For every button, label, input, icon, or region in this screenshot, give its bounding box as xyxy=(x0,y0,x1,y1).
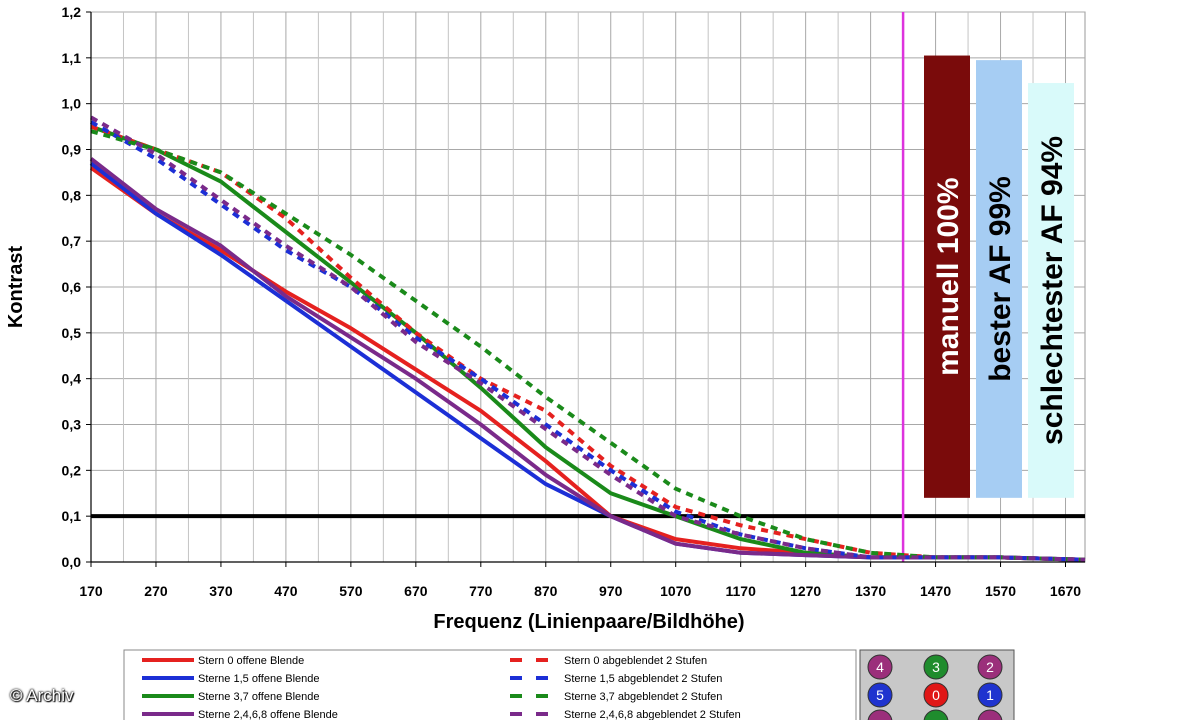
star-marker xyxy=(923,682,949,708)
y-tick-label: 0,3 xyxy=(62,417,82,433)
x-tick-label: 1670 xyxy=(1050,583,1081,599)
af-bar xyxy=(976,60,1022,498)
star-marker xyxy=(867,654,893,680)
x-tick-label: 570 xyxy=(339,583,363,599)
star-marker xyxy=(923,654,949,680)
af-bars: manuell 100% bester AF 99% schlechtester A… xyxy=(924,55,1074,498)
legend-entry: Sterne 2,4,6,8 abgeblendet 2 Stufen xyxy=(564,709,741,720)
legend-entry: Sterne 1,5 offene Blende xyxy=(198,673,320,685)
y-tick-label: 0,1 xyxy=(62,508,82,524)
legend-entry: Sterne 1,5 abgeblendet 2 Stufen xyxy=(564,673,722,685)
star-marker xyxy=(867,682,893,708)
x-tick-label: 770 xyxy=(469,583,493,599)
y-tick-label: 0,5 xyxy=(62,325,82,341)
legend-entry: Stern 0 abgeblendet 2 Stufen xyxy=(564,655,707,667)
x-tick-label: 1170 xyxy=(725,583,756,599)
af-bar-label: schlechtester AF 94% xyxy=(1036,136,1069,445)
star-marker xyxy=(977,709,1003,720)
legend-entry: Stern 0 offene Blende xyxy=(198,655,304,667)
star-marker-label: 0 xyxy=(932,687,940,703)
y-tick-label: 0,4 xyxy=(62,371,82,387)
star-marker-label: 3 xyxy=(932,659,940,675)
x-tick-label: 470 xyxy=(274,583,298,599)
x-tick-label: 1370 xyxy=(855,583,886,599)
x-tick-label: 1070 xyxy=(660,583,691,599)
star-marker xyxy=(867,709,893,720)
grid xyxy=(90,11,1086,563)
star-marker xyxy=(923,709,949,720)
star-marker xyxy=(977,682,1003,708)
x-tick-label: 670 xyxy=(404,583,428,599)
af-bar-label: bester AF 99% xyxy=(984,176,1017,382)
star-marker-label: 1 xyxy=(986,687,994,703)
x-axis-label: Frequenz (Linienpaare/Bildhöhe) xyxy=(433,611,744,633)
x-tick-label: 1270 xyxy=(790,583,821,599)
series-line xyxy=(90,129,1086,562)
x-tick-label: 970 xyxy=(599,583,623,599)
y-tick-label: 0,2 xyxy=(62,462,82,478)
series-line xyxy=(90,115,1086,562)
y-tick-label: 0,6 xyxy=(62,279,82,295)
tick-labels: 0,0 0,1 0,2 0,3 0,4 0,5 0,6 0,7 0,8 0,9 1,0 1,1 1,2 1… xyxy=(62,4,1082,599)
x-tick-label: 370 xyxy=(209,583,233,599)
y-tick-label: 0,0 xyxy=(62,554,82,570)
af-bar xyxy=(1028,83,1074,498)
axes xyxy=(86,11,1085,567)
legend: Stern 0 offene Blende Sterne 1,5 offene B… xyxy=(123,649,857,720)
x-tick-label: 1470 xyxy=(920,583,951,599)
legend-entry: Sterne 3,7 abgeblendet 2 Stufen xyxy=(564,691,722,703)
series-lines xyxy=(89,115,1086,562)
af-bar xyxy=(924,55,970,498)
y-tick-label: 0,9 xyxy=(62,142,82,158)
legend-entry: Sterne 2,4,6,8 offene Blende xyxy=(198,709,338,720)
credit-label: © Archiv xyxy=(10,686,74,705)
y-tick-label: 1,2 xyxy=(62,4,82,20)
star-marker xyxy=(977,654,1003,680)
star-marker-label: 4 xyxy=(876,659,884,675)
y-tick-label: 0,8 xyxy=(62,187,82,203)
star-marker-label: 2 xyxy=(986,659,994,675)
af-bar-label: manuell 100% xyxy=(932,177,965,375)
star-marker-label: 5 xyxy=(876,687,884,703)
y-tick-label: 1,0 xyxy=(62,96,82,112)
star-marker-panel: 4 3 2 5 0 1 xyxy=(859,649,1015,720)
x-tick-label: 1570 xyxy=(985,583,1016,599)
y-axis-label: Kontrast xyxy=(5,246,27,329)
y-tick-label: 1,1 xyxy=(62,50,82,66)
x-tick-label: 270 xyxy=(144,583,168,599)
x-tick-label: 870 xyxy=(534,583,558,599)
y-tick-label: 0,7 xyxy=(62,233,82,249)
legend-entry: Sterne 3,7 offene Blende xyxy=(198,691,320,703)
reference-lines xyxy=(91,12,1085,562)
legend-box xyxy=(123,649,857,720)
x-tick-label: 170 xyxy=(79,583,103,599)
